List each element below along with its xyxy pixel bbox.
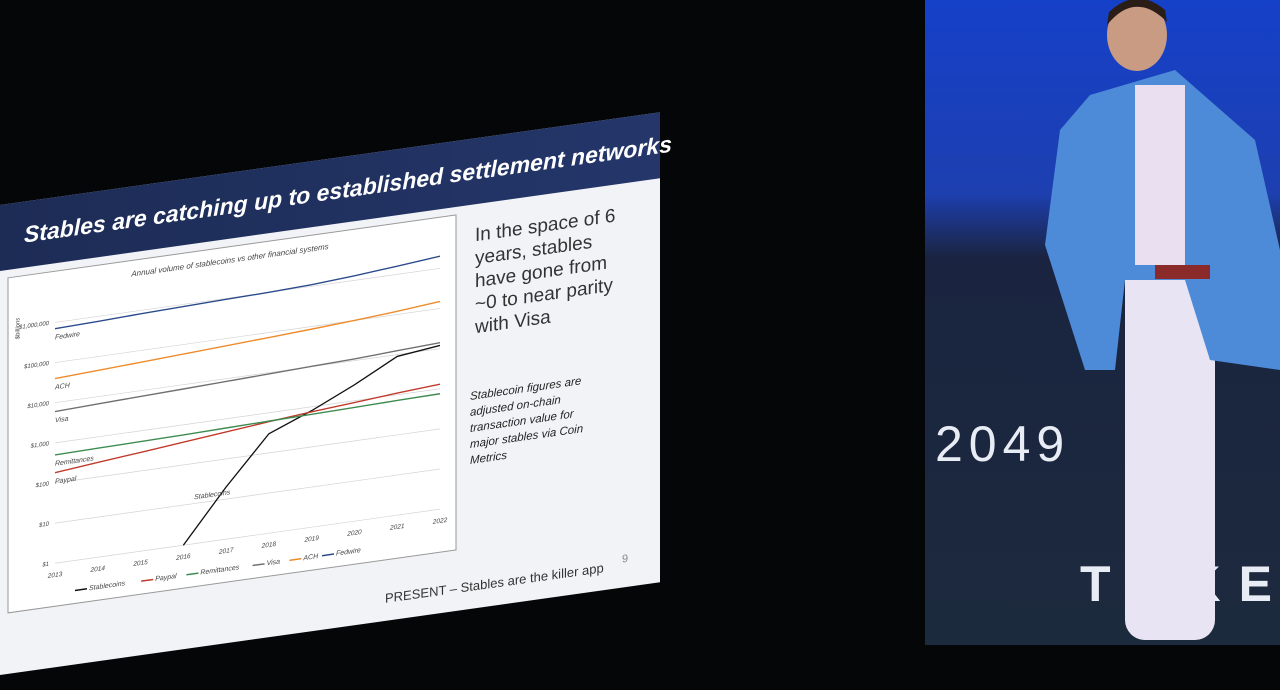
legend-swatch bbox=[322, 553, 334, 557]
y-tick-label: $100,000 bbox=[23, 361, 50, 371]
legend-label: Fedwire bbox=[336, 547, 361, 557]
line-label: Fedwire bbox=[55, 331, 80, 341]
series-line bbox=[54, 342, 441, 413]
x-tick-label: 2021 bbox=[389, 523, 405, 532]
grid-line bbox=[55, 348, 440, 404]
grid-line bbox=[55, 428, 440, 484]
screen-number: 2049 bbox=[935, 416, 1071, 472]
y-tick-label: $100 bbox=[35, 481, 50, 489]
plot-frame bbox=[7, 214, 457, 614]
legend-swatch bbox=[75, 588, 87, 592]
x-tick-label: 2015 bbox=[132, 559, 148, 568]
line-label: ACH bbox=[54, 382, 71, 391]
x-tick-label: 2018 bbox=[261, 541, 277, 550]
y-tick-label: $10,000 bbox=[26, 401, 49, 410]
series-line bbox=[54, 393, 441, 456]
x-tick-label: 2017 bbox=[218, 547, 234, 556]
x-tick-label: 2013 bbox=[47, 571, 63, 580]
chart: Annual volume of stablecoins vs other fi… bbox=[7, 214, 457, 614]
series-line bbox=[182, 344, 441, 546]
x-tick-label: 2022 bbox=[432, 517, 448, 526]
legend-swatch bbox=[186, 572, 199, 576]
slide: Stables are catching up to established s… bbox=[0, 112, 672, 676]
note: Stablecoin figures are adjusted on-chain… bbox=[470, 375, 584, 467]
legend-label: Visa bbox=[267, 559, 281, 568]
grid-line bbox=[55, 308, 440, 363]
y-tick-label: $1 bbox=[41, 562, 49, 569]
legend-swatch bbox=[141, 578, 154, 582]
y-tick-label: $1,000,000 bbox=[18, 321, 50, 331]
speaker bbox=[1045, 0, 1280, 640]
x-tick-label: 2016 bbox=[175, 553, 191, 562]
series-line bbox=[54, 383, 441, 474]
x-tick-label: 2020 bbox=[346, 529, 362, 538]
grid-line bbox=[55, 508, 440, 564]
series-line bbox=[54, 255, 441, 330]
y-axis-label: $billions bbox=[16, 317, 22, 340]
background-screen: 2049 TOKE bbox=[925, 0, 1280, 645]
series-line bbox=[54, 300, 441, 380]
side-text: In the space of 6 years, stables have go… bbox=[475, 205, 616, 339]
line-label: Paypal bbox=[55, 476, 77, 486]
legend-label: ACH bbox=[302, 553, 319, 562]
page-number: 9 bbox=[622, 552, 629, 566]
y-tick-label: $10 bbox=[38, 521, 50, 529]
legend-swatch bbox=[289, 557, 302, 562]
x-tick-label: 2019 bbox=[303, 535, 319, 544]
legend-label: Paypal bbox=[155, 573, 177, 583]
grid-line bbox=[55, 468, 440, 524]
y-tick-label: $1,000 bbox=[30, 441, 50, 450]
legend-swatch bbox=[252, 563, 265, 567]
x-tick-label: 2014 bbox=[90, 565, 106, 574]
line-label: Visa bbox=[55, 416, 69, 425]
